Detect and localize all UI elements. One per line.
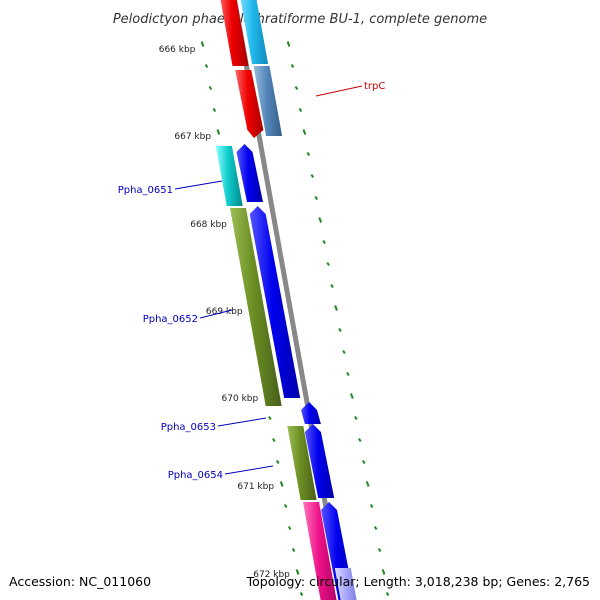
tick-mark [310, 173, 315, 179]
tick-mark [373, 525, 378, 531]
tick-mark [334, 305, 338, 311]
tick-mark [326, 261, 330, 267]
tick-mark [200, 41, 205, 47]
tick-mark [330, 283, 334, 289]
gene-leader-line [199, 309, 233, 319]
feature-trpC-red [235, 70, 264, 138]
gene-labels: trpC Ppha_0651 Ppha_0652 Ppha_0653 Ppha_0654 [118, 81, 386, 481]
tick-mark [204, 63, 209, 69]
tick-mark [354, 415, 358, 421]
tick-mark [346, 371, 350, 377]
tick-label: 672 kbp [253, 570, 290, 580]
feature-Ppha_0654-blue [304, 424, 335, 498]
tick-mark [306, 151, 311, 157]
tick-mark [212, 107, 217, 113]
tick-mark [318, 217, 323, 223]
gene-label[interactable]: Ppha_0651 [118, 185, 173, 196]
tick-mark [208, 85, 213, 91]
tick-label: 666 kbp [159, 45, 196, 55]
tick-mark [268, 415, 272, 421]
map-title: Pelodictyon phaeoclathratiforme BU-1, co… [113, 12, 487, 27]
gene-leader-line [224, 465, 274, 475]
tick-label: 667 kbp [174, 132, 211, 142]
tick-mark [299, 591, 304, 597]
feature-trpC-steel [253, 66, 283, 136]
feature-Ppha_0652-blue [249, 206, 301, 398]
tick-label: 668 kbp [190, 220, 227, 230]
tick-mark [377, 547, 382, 553]
tick-mark [358, 437, 362, 443]
tick-mark [287, 525, 292, 531]
tick-mark [298, 107, 303, 113]
tick-mark [369, 503, 374, 509]
gene-label[interactable]: Ppha_0654 [168, 470, 223, 481]
gene-leader-line [315, 85, 363, 97]
feature-sky-1 [240, 0, 269, 64]
feature-red-1 [220, 0, 249, 66]
tick-mark [365, 481, 370, 487]
gene-leader-line [174, 180, 223, 190]
tick-mark [381, 569, 386, 575]
tick-mark [276, 459, 280, 465]
tick-mark [272, 437, 276, 443]
tick-mark [302, 129, 307, 135]
accession-text: Accession: NC_011060 [9, 574, 152, 589]
feature-Ppha_0652-olive [230, 208, 282, 406]
tick-mark [338, 327, 342, 333]
gene-label[interactable]: Ppha_0653 [161, 422, 216, 433]
gene-leader-line [217, 417, 267, 427]
tick-mark [295, 569, 300, 575]
gene-features [215, 0, 357, 600]
gene-label[interactable]: Ppha_0652 [143, 314, 198, 325]
tick-mark [290, 63, 295, 69]
tick-mark [350, 393, 354, 399]
topology-text: Topology: circular; Length: 3,018,238 bp… [246, 574, 590, 589]
gene-label[interactable]: trpC [364, 81, 385, 92]
tick-mark [322, 239, 326, 245]
tick-mark [291, 547, 296, 553]
tick-label: 670 kbp [222, 394, 259, 404]
feature-lavender-end [334, 568, 357, 600]
tick-mark [216, 129, 221, 135]
feature-pink-1 [303, 502, 337, 600]
feature-Ppha_0651-blue [236, 144, 263, 202]
tick-mark [294, 85, 299, 91]
tick-mark [283, 503, 288, 509]
tick-marks [200, 41, 390, 597]
tick-mark [314, 195, 318, 201]
tick-mark [279, 481, 284, 487]
tick-mark [385, 591, 390, 597]
tick-label: 671 kbp [237, 482, 274, 492]
tick-mark [286, 41, 291, 47]
feature-Ppha_0653-blue [301, 402, 321, 424]
tick-mark [362, 459, 366, 465]
tick-mark [342, 349, 346, 355]
feature-Ppha_0651-cyan [215, 146, 243, 206]
feature-Ppha_0654-olive [287, 426, 317, 500]
